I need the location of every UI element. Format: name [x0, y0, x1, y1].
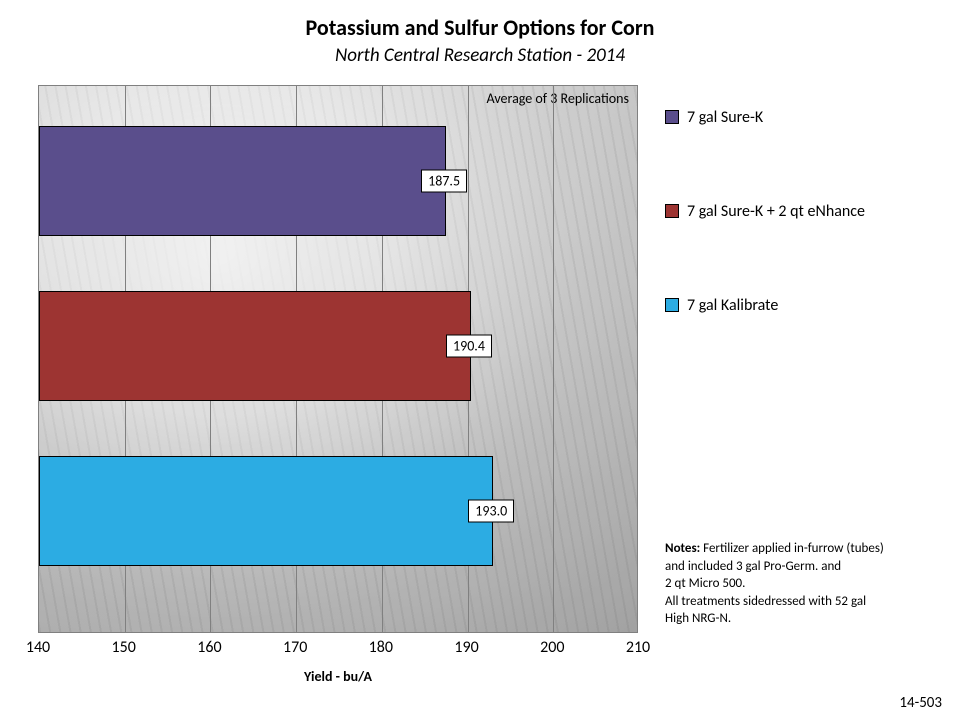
legend-swatch: [665, 110, 679, 124]
x-tick: 210: [626, 638, 650, 657]
chart-title: Potassium and Sulfur Options for Corn: [0, 14, 960, 41]
grid-line: [553, 86, 554, 632]
x-tick: 160: [197, 638, 221, 657]
bar-value-label: 193.0: [468, 500, 514, 523]
legend-item: 7 gal Sure-K + 2 qt eNhance: [665, 202, 915, 221]
x-tick: 150: [112, 638, 136, 657]
x-tick: 190: [454, 638, 478, 657]
x-tick: 200: [540, 638, 564, 657]
plot-area: Average of 3 Replications 187.5 190.4 193.…: [38, 85, 638, 633]
legend: 7 gal Sure-K 7 gal Sure-K + 2 qt eNhance 7…: [665, 108, 915, 390]
bar: [39, 126, 446, 236]
avg-replications-label: Average of 3 Replications: [487, 90, 629, 107]
legend-swatch: [665, 298, 679, 312]
legend-label: 7 gal Sure-K: [687, 108, 763, 127]
legend-item: 7 gal Kalibrate: [665, 296, 915, 315]
x-tick: 180: [369, 638, 393, 657]
chart-page: Potassium and Sulfur Options for Corn No…: [0, 0, 960, 720]
bar: [39, 456, 493, 566]
bar-value-label: 190.4: [446, 335, 492, 358]
legend-item: 7 gal Sure-K: [665, 108, 915, 127]
notes-block: Notes: Fertilizer applied in-furrow (tub…: [665, 540, 945, 628]
bar-value-label: 187.5: [421, 170, 467, 193]
notes-heading: Notes:: [665, 541, 700, 556]
legend-label: 7 gal Kalibrate: [687, 296, 778, 315]
legend-label: 7 gal Sure-K + 2 qt eNhance: [687, 202, 865, 221]
x-tick: 170: [283, 638, 307, 657]
bar: [39, 291, 471, 401]
legend-swatch: [665, 204, 679, 218]
chart-subtitle: North Central Research Station - 2014: [0, 44, 960, 67]
x-axis-ticks: 140150160170180190200210: [38, 638, 638, 658]
footer-id: 14-503: [899, 694, 942, 712]
x-tick: 140: [26, 638, 50, 657]
x-axis-label: Yield - bu/A: [38, 668, 638, 685]
chart-area: Average of 3 Replications 187.5 190.4 193.…: [38, 85, 638, 633]
